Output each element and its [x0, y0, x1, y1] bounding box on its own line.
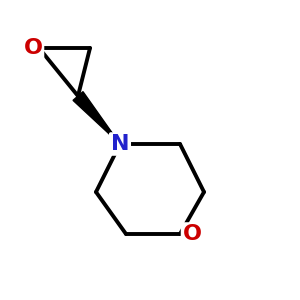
Polygon shape [73, 92, 120, 144]
Text: O: O [23, 38, 43, 58]
Text: O: O [182, 224, 202, 244]
Text: N: N [111, 134, 129, 154]
